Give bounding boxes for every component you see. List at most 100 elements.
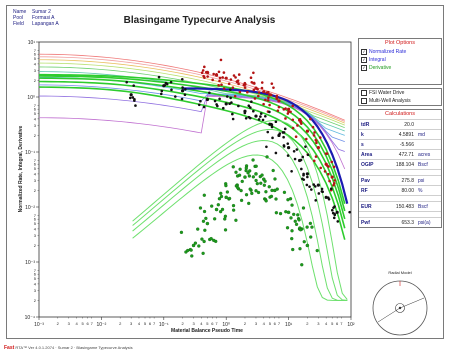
data-point: [302, 178, 306, 181]
data-point: [220, 83, 223, 87]
data-point: [266, 130, 270, 134]
data-point: [203, 65, 206, 69]
data-point: [254, 178, 258, 183]
data-point: [165, 82, 169, 86]
calc-row-ogip: OGIP 188.104 Bscf: [359, 159, 441, 169]
data-point: [289, 216, 293, 220]
y-minor-tick-label: 2: [34, 133, 37, 138]
data-point: [157, 75, 161, 79]
data-point: [125, 80, 129, 84]
x-minor-tick-label: 5: [331, 321, 334, 326]
data-point: [286, 154, 290, 157]
data-point: [205, 97, 210, 102]
x-minor-tick-label: 6: [86, 321, 89, 326]
data-point: [221, 106, 225, 110]
data-point: [278, 211, 283, 216]
data-point: [217, 197, 222, 201]
typecurve-chart[interactable]: 2 3 4 5 6 7 2 3 4 5 6 7 2 3 4 5 6 7 2 3 4 5 6 7 2 3 4 5 6 710⁻³ 10⁻² 10…: [7, 6, 443, 338]
data-point: [290, 203, 294, 207]
y-minor-tick-label: 5: [34, 111, 37, 116]
data-point: [310, 188, 313, 191]
data-point: [277, 105, 281, 109]
data-point: [190, 254, 194, 258]
data-point: [317, 192, 321, 195]
y-minor-tick-label: 6: [34, 272, 37, 277]
calc-value: 275.8: [401, 177, 414, 184]
checkbox-normalized-rate[interactable]: ✓ Normalized Rate: [359, 48, 441, 56]
data-point: [319, 166, 322, 170]
data-point: [213, 99, 217, 103]
data-point: [312, 183, 316, 186]
data-point: [311, 125, 315, 129]
y-tick-label: 10⁻⁴: [25, 315, 35, 321]
data-point: [325, 164, 329, 167]
checkbox-derivative[interactable]: ✓ Derivative: [359, 64, 441, 72]
data-point: [202, 239, 206, 244]
y-minor-tick-label: 2: [34, 78, 37, 83]
data-point: [290, 237, 294, 241]
x-minor-tick-label: 3: [192, 321, 195, 326]
data-point: [216, 203, 220, 207]
data-point: [218, 97, 221, 101]
data-point: [291, 126, 295, 130]
data-point: [248, 169, 252, 173]
data-point: [229, 96, 232, 100]
data-point: [201, 69, 205, 72]
data-point: [263, 179, 267, 183]
data-point: [300, 167, 303, 171]
data-point: [316, 183, 320, 187]
x-minor-tick-label: 6: [211, 321, 214, 326]
y-minor-tick-label: 7: [34, 103, 37, 108]
x-minor-tick-label: 4: [263, 321, 266, 326]
data-point: [330, 175, 334, 179]
footer-text: RTA™ Ver 4.0.1.2074 · Sumar 2 · Blasinga…: [15, 345, 133, 350]
data-point: [218, 76, 222, 80]
data-point: [257, 91, 261, 94]
x-minor-tick-label: 3: [68, 321, 71, 326]
data-point: [184, 88, 187, 91]
x-tick-label: 10⁻³: [34, 322, 44, 328]
data-point: [237, 104, 240, 108]
options-box: FSI Water Drive Multi-Well Analysis: [358, 88, 442, 106]
x-minor-tick-label: 5: [81, 321, 84, 326]
data-point: [254, 164, 258, 168]
data-point: [197, 103, 201, 107]
data-point: [227, 82, 231, 86]
data-point: [264, 190, 268, 194]
data-point: [309, 235, 313, 239]
data-point: [252, 88, 256, 92]
well-info-key: Name: [13, 9, 27, 15]
x-minor-tick-label: 7: [215, 321, 218, 326]
data-point: [218, 210, 223, 214]
data-point: [183, 93, 187, 97]
y-minor-tick-label: 6: [34, 217, 37, 222]
data-point: [231, 112, 234, 116]
y-minor-tick-label: 4: [34, 226, 37, 231]
checkbox-label: Integral: [369, 57, 386, 63]
data-point: [302, 240, 306, 244]
radial-model-title: Radial Model: [388, 270, 412, 275]
x-tick-label: 10⁻¹: [159, 322, 169, 328]
data-point: [204, 70, 208, 74]
x-minor-tick-label: 6: [149, 321, 152, 326]
data-point: [294, 222, 299, 226]
data-point: [305, 225, 309, 229]
data-point: [291, 247, 295, 252]
data-point: [199, 99, 202, 103]
x-minor-tick-label: 2: [119, 321, 122, 326]
data-point: [268, 103, 271, 107]
data-point: [169, 80, 173, 84]
data-point: [289, 110, 292, 114]
calc-unit: acres: [418, 151, 431, 158]
checkbox-fsi-water-drive[interactable]: FSI Water Drive: [359, 89, 441, 97]
checkbox-multi-well-analysis[interactable]: Multi-Well Analysis: [359, 97, 441, 105]
data-point: [247, 201, 251, 206]
calculations-rows: tdR 20.0 k 4.5891 md s -5.566 Area 472.71 acres OG…: [359, 119, 441, 227]
data-point: [273, 177, 277, 181]
data-point: [208, 91, 211, 95]
data-point: [277, 99, 281, 103]
data-point: [272, 86, 275, 89]
y-minor-tick-label: 4: [34, 116, 37, 121]
checkbox-integral[interactable]: ✓ Integral: [359, 56, 441, 64]
data-point: [276, 109, 280, 112]
